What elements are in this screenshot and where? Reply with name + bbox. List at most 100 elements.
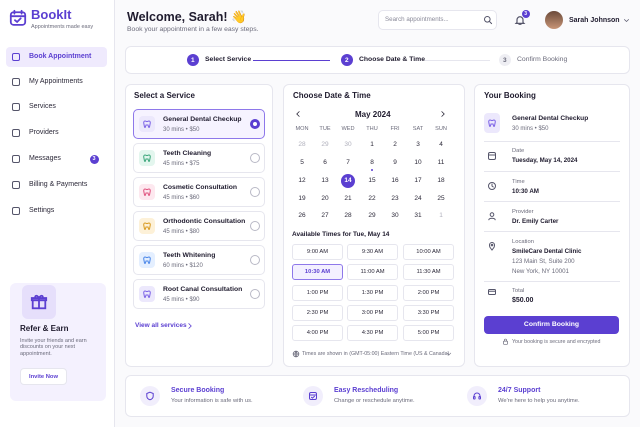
calendar-day[interactable]: 27	[321, 212, 329, 220]
service-card[interactable]	[133, 245, 265, 275]
calendar-day[interactable]: 13	[321, 177, 329, 185]
time-slot[interactable]	[347, 325, 398, 341]
time-slot[interactable]	[347, 264, 398, 280]
refer-button[interactable]	[20, 368, 67, 385]
time-slot[interactable]	[347, 285, 398, 301]
time-slot[interactable]	[347, 305, 398, 321]
calendar-day[interactable]: 15	[368, 177, 376, 185]
nav-item[interactable]	[6, 97, 107, 117]
time-slot[interactable]	[292, 325, 343, 341]
calendar-day[interactable]: 22	[368, 195, 376, 203]
time-slot[interactable]	[403, 244, 454, 260]
time-label[interactable]: 10:30 AM	[304, 268, 331, 275]
service-meta[interactable]: 45 mins • $90	[163, 297, 200, 304]
time-slot[interactable]	[292, 244, 343, 260]
calendar-day[interactable]: 18	[437, 177, 445, 185]
service-radio[interactable]	[250, 255, 260, 265]
service-card[interactable]	[133, 211, 265, 241]
confirm-button[interactable]	[484, 316, 619, 334]
calendar-day[interactable]: 5	[300, 159, 304, 167]
time-label[interactable]: 11:00 AM	[360, 268, 385, 275]
service-radio[interactable]	[250, 221, 260, 231]
service-radio[interactable]	[250, 119, 260, 129]
time-label[interactable]: 2:00 PM	[417, 289, 440, 296]
time-label[interactable]: 4:00 PM	[306, 329, 329, 336]
calendar-day[interactable]: 26	[298, 212, 306, 220]
service-name[interactable]: Cosmetic Consultation	[163, 183, 238, 191]
calendar-day[interactable]: 24	[414, 195, 422, 203]
time-label[interactable]: 9:00 AM	[306, 248, 329, 255]
calendar-day[interactable]: 28	[298, 141, 306, 149]
time-label[interactable]: 2:30 PM	[306, 309, 329, 316]
calendar-day[interactable]: 20	[321, 195, 329, 203]
services-link[interactable]: View all services	[135, 322, 187, 330]
calendar-day[interactable]: 9	[393, 159, 397, 167]
search-placeholder[interactable]: Search appointments...	[385, 16, 449, 24]
service-meta[interactable]: 45 mins • $75	[163, 161, 200, 168]
time-label[interactable]: 1:30 PM	[361, 289, 384, 296]
calendar-day[interactable]: 16	[391, 177, 399, 185]
time-slot[interactable]	[403, 305, 454, 321]
calendar-day[interactable]: 10	[414, 159, 422, 167]
service-meta[interactable]: 45 mins • $60	[163, 195, 200, 202]
service-meta[interactable]: 60 mins • $120	[163, 263, 203, 270]
calendar-day[interactable]: 29	[368, 212, 376, 220]
calendar-day[interactable]: 6	[323, 159, 327, 167]
calendar-day[interactable]: 2	[393, 141, 397, 149]
service-name[interactable]: Teeth Whitening	[163, 251, 216, 259]
time-slot[interactable]	[292, 264, 343, 280]
time-label[interactable]: 1:00 PM	[306, 289, 329, 296]
user-name[interactable]: Sarah Johnson	[569, 16, 620, 24]
calendar-day[interactable]: 30	[344, 141, 352, 149]
time-label[interactable]: 3:00 PM	[361, 309, 384, 316]
nav-item[interactable]	[6, 47, 107, 67]
service-card[interactable]	[133, 177, 265, 207]
calendar-day[interactable]: 29	[321, 141, 329, 149]
avatar[interactable]	[545, 11, 563, 29]
calendar-day[interactable]: 25	[437, 195, 445, 203]
time-label[interactable]: 11:30 AM	[416, 268, 441, 275]
calendar-day[interactable]: 14	[344, 177, 352, 185]
service-radio[interactable]	[250, 289, 260, 299]
nav-item[interactable]	[6, 201, 107, 221]
refer-button-label[interactable]: Invite Now	[29, 373, 58, 380]
calendar-day[interactable]: 23	[391, 195, 399, 203]
calendar-day[interactable]: 8	[370, 159, 374, 167]
service-card[interactable]	[133, 143, 265, 173]
calendar-day[interactable]: 4	[439, 141, 443, 149]
time-slot[interactable]	[347, 244, 398, 260]
service-card[interactable]	[133, 279, 265, 309]
search-box[interactable]	[378, 10, 497, 30]
calendar-day[interactable]: 1	[370, 141, 374, 149]
time-slot[interactable]	[403, 285, 454, 301]
time-label[interactable]: 3:30 PM	[417, 309, 440, 316]
calendar-day[interactable]: 12	[298, 177, 306, 185]
service-radio[interactable]	[250, 153, 260, 163]
service-radio[interactable]	[250, 187, 260, 197]
calendar-day[interactable]: 30	[391, 212, 399, 220]
time-label[interactable]: 5:00 PM	[417, 329, 440, 336]
time-label[interactable]: 9:30 AM	[361, 248, 384, 255]
calendar-day[interactable]: 21	[344, 195, 352, 203]
calendar-day[interactable]: 3	[416, 141, 420, 149]
time-slot[interactable]	[292, 305, 343, 321]
confirm-label[interactable]: Confirm Booking	[523, 320, 580, 328]
calendar-day[interactable]: 1	[439, 212, 443, 220]
calendar-day[interactable]: 11	[437, 159, 445, 167]
service-meta[interactable]: 45 mins • $80	[163, 229, 200, 236]
service-name[interactable]: Orthodontic Consultation	[163, 217, 246, 225]
calendar-day[interactable]: 7	[346, 159, 350, 167]
service-name[interactable]: Root Canal Consultation	[163, 285, 243, 293]
time-label[interactable]: 10:00 AM	[416, 248, 441, 255]
calendar-day[interactable]: 28	[344, 212, 352, 220]
time-slot[interactable]	[292, 285, 343, 301]
calendar-day[interactable]: 31	[414, 212, 422, 220]
time-slot[interactable]	[403, 325, 454, 341]
service-name[interactable]: Teeth Cleaning	[163, 149, 212, 157]
calendar-day[interactable]: 19	[298, 195, 306, 203]
calendar-day[interactable]: 17	[414, 177, 422, 185]
service-card[interactable]	[133, 109, 265, 139]
service-name[interactable]: General Dental Checkup	[163, 115, 242, 123]
time-slot[interactable]	[403, 264, 454, 280]
time-label[interactable]: 4:30 PM	[361, 329, 384, 336]
